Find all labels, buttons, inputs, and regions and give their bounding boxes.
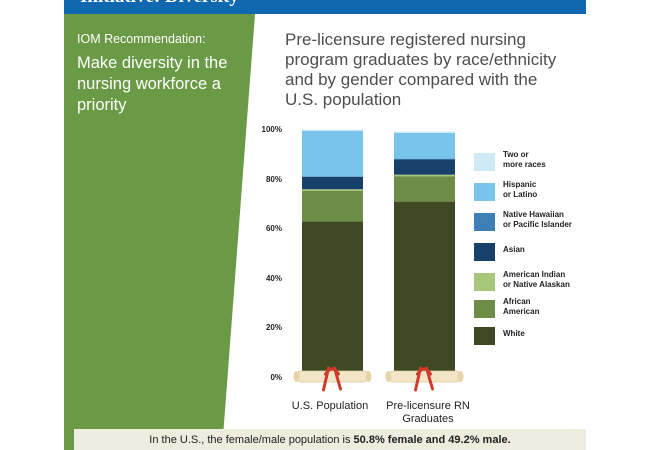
legend-item: Two or more races bbox=[468, 150, 586, 180]
bar-segment bbox=[302, 221, 363, 376]
legend-item: Asian bbox=[468, 240, 586, 270]
bar-segment bbox=[302, 189, 363, 191]
chart-title: Pre-licensure registered nursing program… bbox=[285, 30, 557, 109]
x-label-rn-graduates: Pre-licensure RN Graduates bbox=[376, 400, 480, 426]
diploma-scroll-icon bbox=[385, 366, 464, 392]
legend-label: White bbox=[503, 329, 525, 338]
bar-segment bbox=[394, 176, 455, 202]
y-tick-label: 20% bbox=[265, 323, 282, 332]
chart-legend: Two or more races Hispanic or Latino Nativ… bbox=[468, 142, 586, 357]
bar-segment bbox=[394, 201, 455, 376]
legend-item: African American bbox=[468, 297, 586, 327]
header-title: Initiative: Diversity bbox=[80, 0, 239, 8]
footer-text: In the U.S., the female/male population … bbox=[74, 434, 586, 446]
legend-label: African American bbox=[503, 297, 540, 316]
legend-label: Native Hawaiian or Pacific Islander bbox=[503, 210, 572, 229]
y-tick-label: 80% bbox=[265, 175, 282, 184]
bar-segment bbox=[394, 174, 455, 177]
legend-swatch bbox=[474, 273, 495, 291]
legend-item: Native Hawaiian or Pacific Islander bbox=[468, 210, 586, 240]
diploma-scroll-icon bbox=[293, 366, 372, 392]
footer-band: In the U.S., the female/male population … bbox=[74, 429, 586, 450]
y-tick-label: 0% bbox=[270, 373, 282, 382]
legend-item: White bbox=[468, 324, 586, 354]
legend-swatch bbox=[474, 327, 495, 345]
recommendation-text: Make diversity in the nursing workforce … bbox=[77, 54, 228, 114]
header-band: Initiative: Diversity bbox=[64, 0, 586, 14]
bar-segment bbox=[394, 132, 455, 159]
bar-segment bbox=[394, 158, 455, 160]
recommendation-label: IOM Recommendation: bbox=[77, 32, 206, 46]
footer-text-bold: 50.8% female and 49.2% male. bbox=[353, 434, 511, 446]
legend-label: Hispanic or Latino bbox=[503, 180, 538, 199]
bar-segment bbox=[302, 176, 363, 190]
green-panel bbox=[64, 14, 255, 450]
x-label-rn-line2: Graduates bbox=[402, 413, 454, 425]
legend-swatch bbox=[474, 153, 495, 171]
legend-label: Two or more races bbox=[503, 150, 546, 169]
bar-segment bbox=[394, 131, 455, 133]
footer-text-prefix: In the U.S., the female/male population … bbox=[149, 434, 354, 446]
bar-segment bbox=[302, 190, 363, 222]
x-label-rn-line1: Pre-licensure RN bbox=[386, 400, 470, 412]
x-label-us-population: U.S. Population bbox=[291, 400, 369, 412]
legend-swatch bbox=[474, 300, 495, 318]
bar-segment bbox=[302, 129, 363, 131]
legend-label: American Indian or Native Alaskan bbox=[503, 270, 570, 289]
legend-item: American Indian or Native Alaskan bbox=[468, 270, 586, 300]
y-tick-label: 100% bbox=[261, 125, 282, 134]
bar-segment bbox=[302, 130, 363, 177]
legend-label: Asian bbox=[503, 245, 525, 254]
legend-swatch bbox=[474, 243, 495, 261]
legend-swatch bbox=[474, 183, 495, 201]
legend-item: Hispanic or Latino bbox=[468, 180, 586, 210]
y-tick-label: 60% bbox=[265, 224, 282, 233]
y-tick-label: 40% bbox=[265, 274, 282, 283]
legend-swatch bbox=[474, 213, 495, 231]
bar-segment bbox=[394, 159, 455, 175]
